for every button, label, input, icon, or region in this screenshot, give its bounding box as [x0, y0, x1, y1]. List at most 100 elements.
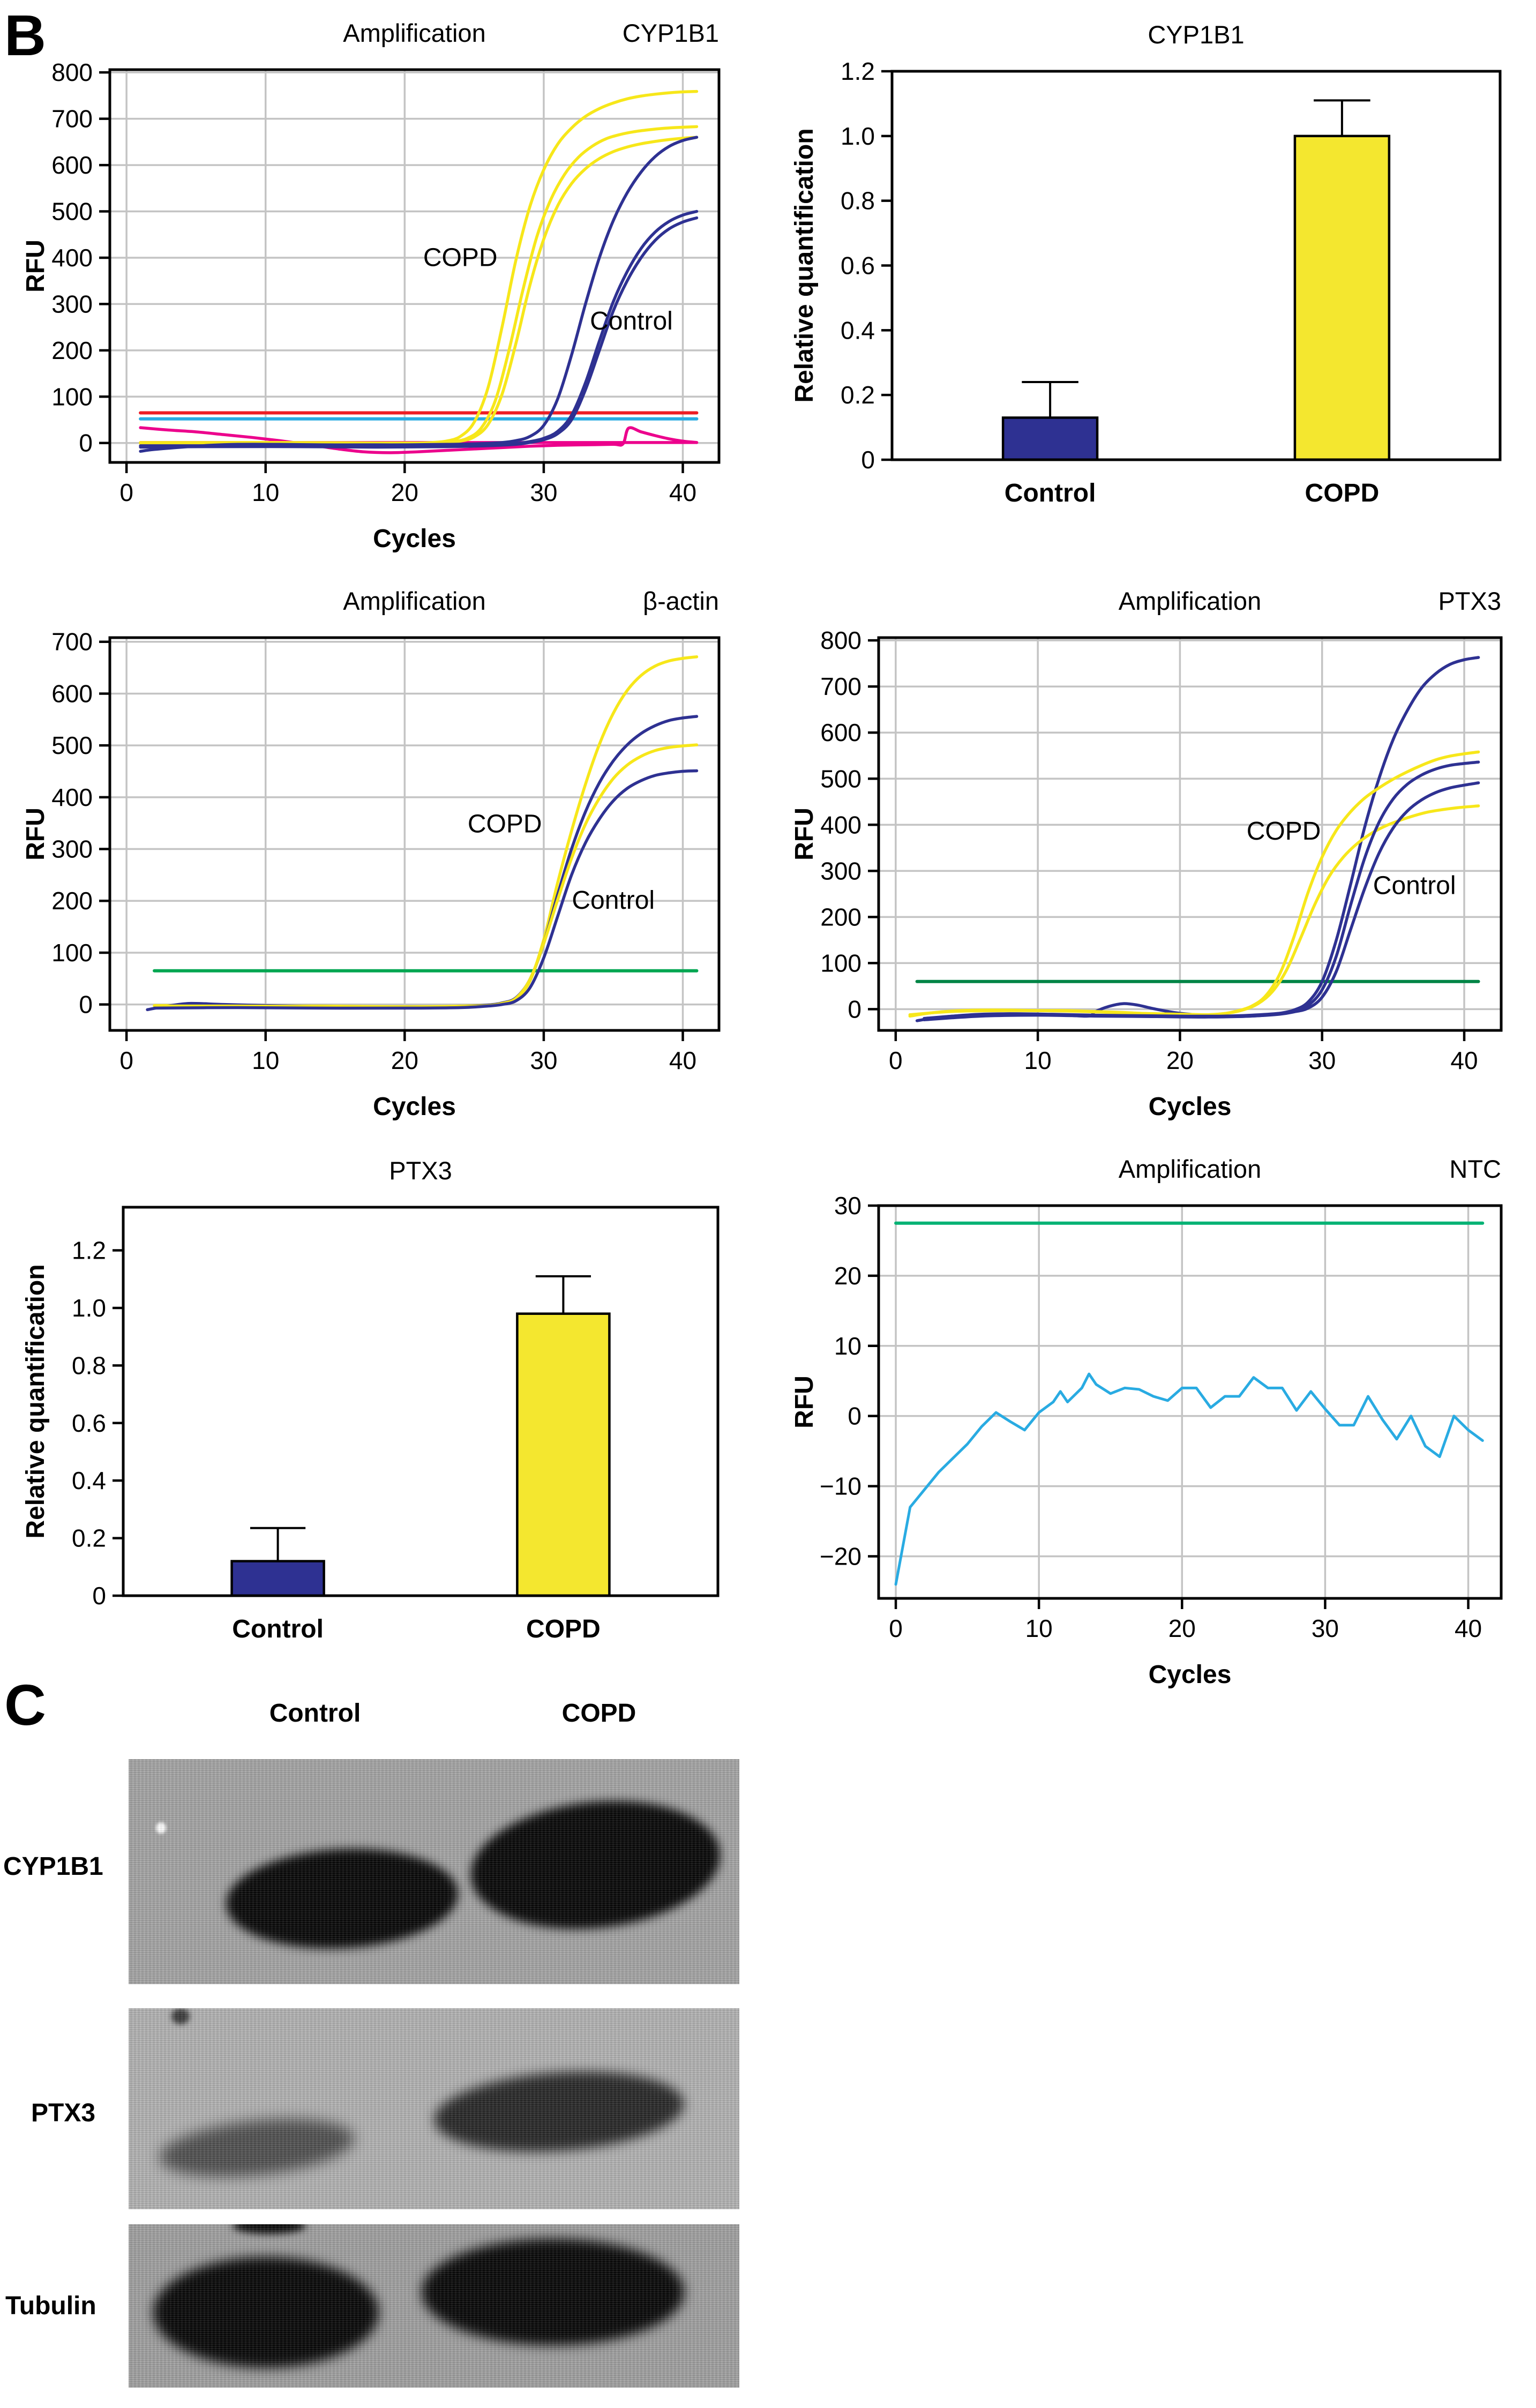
svg-text:Control: Control: [1373, 871, 1456, 900]
svg-text:30: 30: [834, 1192, 861, 1220]
blot-col-header-control: Control: [269, 1699, 361, 1728]
svg-text:0.6: 0.6: [841, 252, 875, 280]
svg-text:30: 30: [530, 1046, 557, 1074]
panel-b-label: B: [4, 3, 46, 68]
svg-text:200: 200: [51, 336, 93, 364]
svg-text:400: 400: [51, 783, 93, 811]
svg-text:600: 600: [820, 719, 861, 746]
svg-text:40: 40: [1455, 1614, 1482, 1642]
svg-text:40: 40: [1450, 1046, 1478, 1074]
svg-text:Amplification: Amplification: [1119, 1155, 1261, 1183]
svg-text:1.0: 1.0: [841, 122, 875, 150]
svg-text:500: 500: [51, 198, 93, 226]
svg-text:Amplification: Amplification: [1119, 587, 1261, 615]
svg-text:100: 100: [820, 949, 861, 977]
svg-text:COPD: COPD: [526, 1615, 601, 1643]
svg-text:300: 300: [820, 857, 861, 885]
svg-text:0.2: 0.2: [841, 381, 875, 409]
svg-text:0.4: 0.4: [841, 316, 875, 344]
svg-text:RFU: RFU: [21, 240, 50, 293]
svg-text:RFU: RFU: [790, 807, 819, 861]
svg-text:600: 600: [51, 151, 93, 179]
panel-c-label: C: [4, 1672, 46, 1737]
blot-row-label-ptx3: PTX3: [31, 2099, 96, 2127]
svg-text:COPD: COPD: [1305, 479, 1380, 507]
svg-text:500: 500: [820, 765, 861, 792]
chart-bar-cyp1b1: Control COPD 0 0.2 0.4 0.6 0.8 1.0 1.2 CYP1B1 Rela…: [790, 10, 1527, 570]
blot-band-tubulin-copd: [422, 2239, 685, 2345]
svg-text:Cycles: Cycles: [373, 525, 456, 553]
svg-text:600: 600: [51, 679, 93, 707]
svg-text:40: 40: [669, 478, 696, 506]
svg-text:800: 800: [51, 58, 93, 86]
chart-amplification-beta-actin: 0 10 20 30 40 0 100 200 300 400 500 600 700 Amplifica…: [21, 578, 745, 1138]
blot-band-cyp1b1-copd: [464, 1789, 727, 1941]
blot-strip-ptx3: [129, 2008, 739, 2209]
svg-text:RFU: RFU: [21, 807, 50, 861]
chart-bar-ptx3: Control COPD 0 0.2 0.4 0.6 0.8 1.0 1.2 PTX3 Relati…: [21, 1146, 745, 1706]
blot-band-ptx3-control: [156, 2111, 357, 2186]
svg-text:700: 700: [51, 105, 93, 133]
svg-text:800: 800: [820, 626, 861, 654]
blot-strip-tubulin: [129, 2224, 739, 2388]
svg-text:0.4: 0.4: [72, 1467, 106, 1494]
svg-text:1.0: 1.0: [72, 1294, 106, 1322]
blot-artifact-speck: [156, 1822, 166, 1834]
svg-text:COPD: COPD: [1247, 817, 1321, 846]
svg-text:Control: Control: [1005, 479, 1096, 507]
svg-text:0: 0: [861, 446, 875, 474]
svg-text:300: 300: [51, 835, 93, 863]
svg-text:20: 20: [391, 478, 418, 506]
svg-text:20: 20: [391, 1046, 418, 1074]
svg-text:Cycles: Cycles: [1149, 1661, 1232, 1689]
svg-text:0.8: 0.8: [841, 187, 875, 215]
svg-text:COPD: COPD: [423, 244, 498, 272]
svg-text:−20: −20: [820, 1542, 861, 1570]
svg-text:0: 0: [119, 1046, 133, 1074]
svg-text:PTX3: PTX3: [1438, 587, 1501, 615]
svg-text:0: 0: [119, 478, 133, 506]
svg-text:PTX3: PTX3: [389, 1156, 452, 1185]
svg-text:Cycles: Cycles: [1149, 1093, 1232, 1121]
svg-text:NTC: NTC: [1449, 1155, 1501, 1183]
blot-band-tubulin-control: [153, 2257, 379, 2368]
svg-text:Relative quantification: Relative quantification: [790, 128, 819, 402]
immunoblot-panel: Control COPD CYP1B1 PTX3 Tubulin: [0, 1687, 777, 2408]
svg-text:30: 30: [530, 478, 557, 506]
svg-text:0.6: 0.6: [72, 1409, 106, 1437]
blot-artifact-smudge: [232, 2224, 306, 2234]
svg-text:CYP1B1: CYP1B1: [623, 19, 719, 47]
svg-text:10: 10: [252, 1046, 279, 1074]
svg-text:0: 0: [848, 995, 861, 1023]
svg-text:0: 0: [848, 1402, 861, 1430]
svg-text:100: 100: [51, 383, 93, 410]
svg-text:0: 0: [889, 1614, 903, 1642]
svg-text:300: 300: [51, 290, 93, 318]
svg-text:700: 700: [51, 628, 93, 656]
svg-text:Amplification: Amplification: [343, 587, 485, 615]
svg-text:−10: −10: [820, 1472, 861, 1500]
svg-text:30: 30: [1308, 1046, 1336, 1074]
chart-amplification-ptx3: 0 10 20 30 40 0 100 200 300 400 500 600 700 800 Amplif…: [790, 578, 1527, 1138]
svg-text:10: 10: [1025, 1614, 1053, 1642]
svg-text:Control: Control: [232, 1615, 324, 1643]
blot-band-ptx3-copd: [431, 2063, 687, 2160]
svg-text:20: 20: [1168, 1614, 1196, 1642]
blot-artifact-dot: [171, 2008, 190, 2024]
svg-text:10: 10: [834, 1332, 861, 1360]
chart-amplification-ntc: 0 10 20 30 40 −20 −10 0 10 20 30 Amplification NTC RF…: [790, 1146, 1527, 1706]
blot-strip-cyp1b1: [129, 1759, 739, 1984]
svg-text:400: 400: [51, 244, 93, 272]
svg-text:1.2: 1.2: [72, 1237, 106, 1265]
svg-text:0: 0: [889, 1046, 903, 1074]
svg-text:700: 700: [820, 672, 861, 700]
svg-text:1.2: 1.2: [841, 57, 875, 85]
svg-text:500: 500: [51, 731, 93, 759]
svg-text:10: 10: [1024, 1046, 1052, 1074]
svg-text:CYP1B1: CYP1B1: [1148, 20, 1244, 49]
svg-text:Relative quantification: Relative quantification: [21, 1264, 50, 1538]
svg-text:Control: Control: [590, 307, 673, 335]
svg-text:0.2: 0.2: [72, 1524, 106, 1552]
svg-text:β-actin: β-actin: [643, 587, 719, 615]
